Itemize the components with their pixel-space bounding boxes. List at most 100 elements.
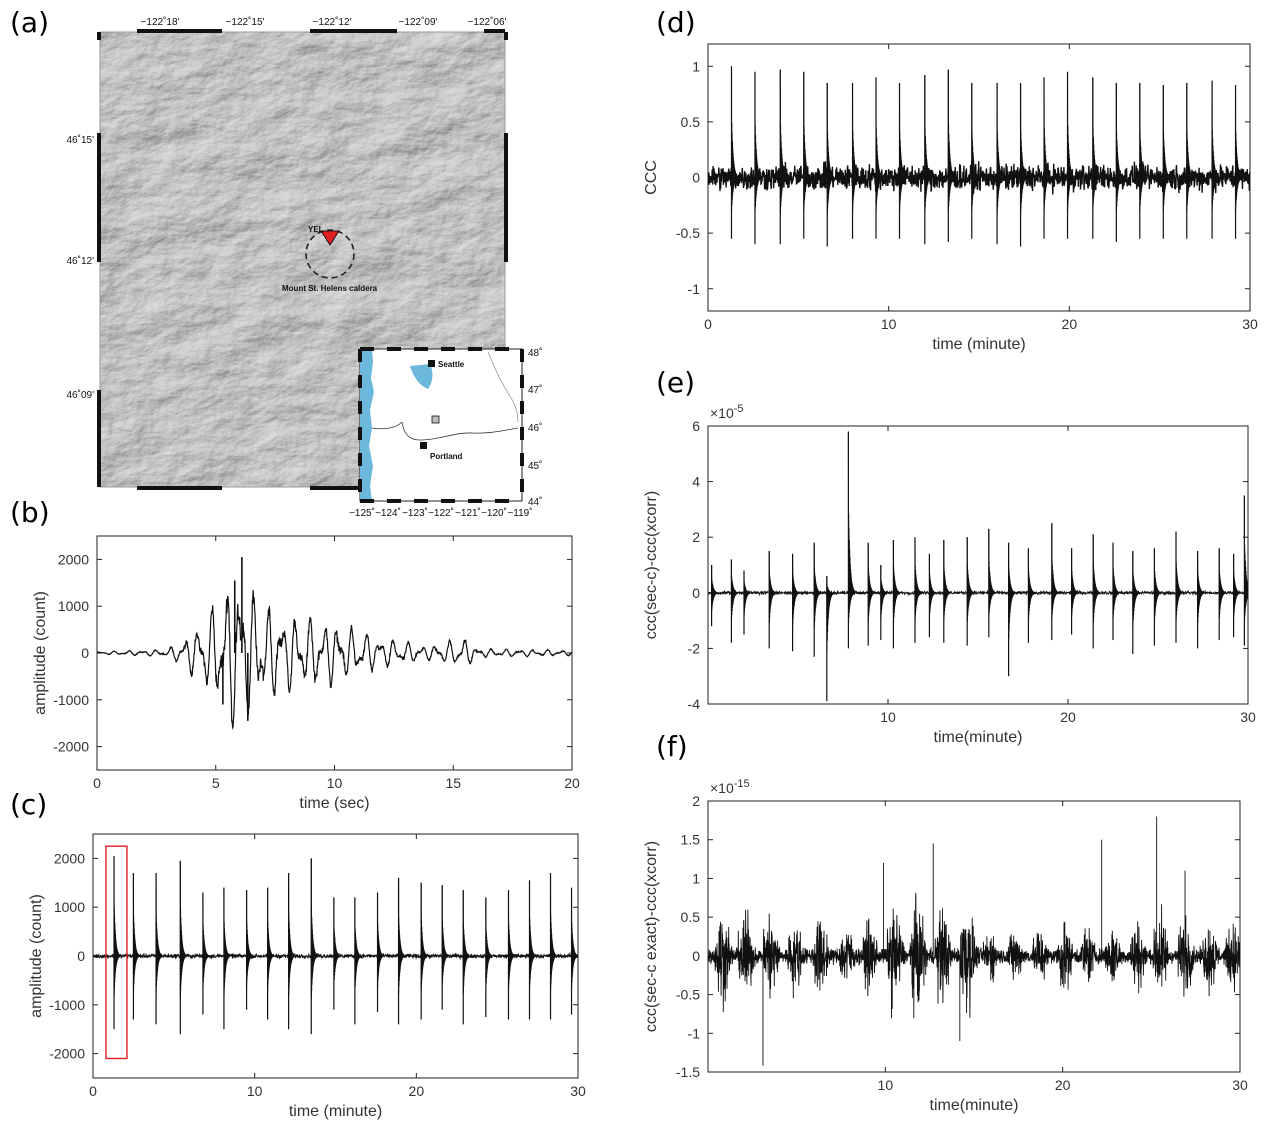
event-decay [113,855,121,996]
event-decay [1153,548,1162,622]
event-decay [1233,553,1241,617]
event-decay [731,66,739,211]
inset-border-segment [387,347,401,351]
x-tick-label: 0 [89,1083,97,1099]
event-decay [333,897,341,986]
y-tick-label: -1 [688,281,701,297]
x-tick-label: 20 [564,775,580,791]
event-decay [310,858,318,999]
panel-letter-c: (c) [10,788,48,821]
map-latitude-labels: 46˚15' 46˚12' 46˚09' [67,134,95,401]
map-lon-label: −122˚15' [226,16,265,28]
event-decay [288,872,295,996]
y-tick-label: 1000 [58,598,89,614]
event-decay [550,872,557,991]
y-tick-label: -2000 [49,1046,85,1062]
x-axis-label: time (minute) [289,1103,382,1120]
inset-lon-label: −122˚ [428,507,454,519]
y-axis-label: amplitude (count) [28,894,45,1018]
event-decay [377,892,384,987]
event-decay [420,882,428,991]
x-axis-label: time (minute) [932,336,1025,353]
inset-lat-label: 48˚ [528,347,542,359]
event-decay [768,551,777,624]
x-tick-label: 0 [93,775,101,791]
event-decay [988,528,996,617]
x-tick-label: 10 [247,1083,263,1099]
y-axis-label: ccc(sec-c)-ccc(xcorr) [643,491,660,639]
event-decay [875,77,883,211]
map-lon-label: −122˚12' [313,16,352,28]
event-decay [1211,80,1220,211]
ocean-water [360,349,374,501]
inset-border-segment [495,347,509,351]
portland-marker-icon [420,442,427,449]
plot-area [708,66,1250,247]
y-tick-label: 2000 [54,850,85,866]
plot-frame [707,425,1249,705]
y-axis-label: amplitude (count) [32,591,49,715]
axis-exponent-label: ×10-15 [710,778,750,796]
inset-border-segment [441,499,455,503]
y-tick-label: 0.5 [681,909,701,925]
inset-border-segment [358,427,362,440]
event-decay [743,570,751,616]
map-border-segment [137,486,222,490]
x-tick-label: 20 [1055,1077,1071,1093]
x-tick-label: 10 [878,1077,894,1093]
inset-lat-label: 46˚ [528,422,542,434]
map-lon-label: −122˚18' [141,16,180,28]
x-tick-label: 20 [1060,709,1076,725]
inset-border-segment [468,347,482,351]
event-decay [996,82,1005,214]
event-decay [803,71,811,211]
event-decay [754,71,762,214]
inset-lat-label: 45˚ [528,460,542,472]
y-tick-label: 2 [692,793,700,809]
inset-map: Seattle Portland −125˚ −124˚ −123˚ −122˚… [349,347,542,519]
event-decay [730,559,739,621]
event-decay [779,69,788,214]
inset-border-segment [358,401,362,414]
event-decay [966,537,975,622]
map-border-segment [484,29,505,33]
event-decay [1243,495,1248,622]
inset-border-segment [520,401,524,414]
inset-border-segment [414,347,428,351]
event-decay [880,564,888,619]
y-tick-label: -2000 [53,739,89,755]
y-tick-label: -1000 [53,692,89,708]
inset-border-segment [441,347,455,351]
inset-border-segment [360,347,374,351]
x-tick-label: 30 [1232,1077,1248,1093]
event-decay [792,553,800,625]
event-decay [971,82,979,211]
y-tick-label: -1.5 [676,1064,700,1080]
event-decay [1175,531,1183,621]
map-border-segment [97,390,101,487]
inset-border-ticks [358,347,524,503]
event-decay [826,82,835,215]
x-tick-label: 0 [704,316,712,332]
y-tick-label: -0.5 [676,225,700,241]
x-axis-label: time(minute) [934,729,1023,746]
x-tick-label: 15 [445,775,461,791]
noise-trace [708,161,1250,195]
inset-border-segment [360,499,374,503]
axis-exponent-power: -5 [734,403,744,415]
event-decay [1027,548,1036,621]
event-decay [899,82,907,211]
event-decay [813,542,822,628]
y-tick-label: 0 [692,948,700,964]
inset-border-segment [358,453,362,466]
panel-letter-a: (a) [10,6,50,39]
map-border-segment [310,486,397,490]
map-lon-label: −122˚09' [399,16,438,28]
event-decay [155,872,163,994]
inset-border-segment [520,479,524,492]
x-axis-label: time(minute) [930,1097,1019,1114]
inset-border-segment [520,375,524,388]
event-decay [508,890,515,991]
